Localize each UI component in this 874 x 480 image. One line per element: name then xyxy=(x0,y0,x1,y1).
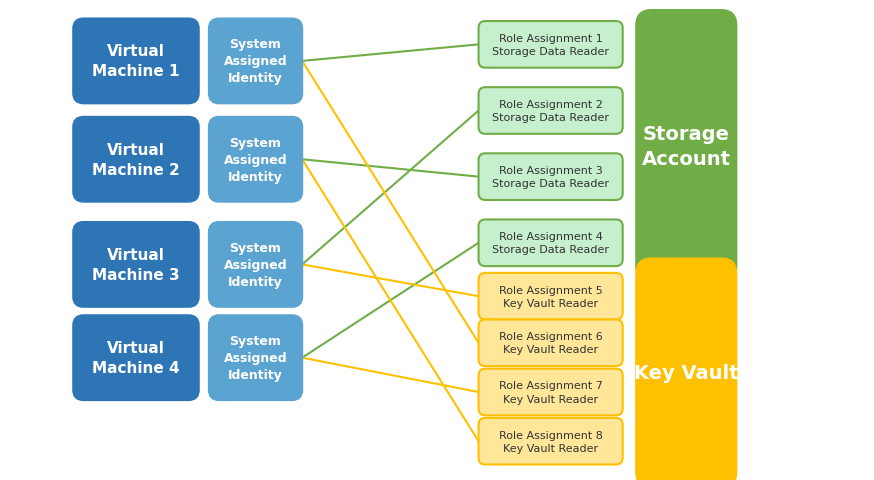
FancyBboxPatch shape xyxy=(209,20,302,104)
Text: Role Assignment 7
Key Vault Reader: Role Assignment 7 Key Vault Reader xyxy=(499,381,602,404)
Text: Storage
Account: Storage Account xyxy=(642,124,731,168)
Text: System
Assigned
Identity: System Assigned Identity xyxy=(224,136,288,183)
Text: Virtual
Machine 2: Virtual Machine 2 xyxy=(92,143,180,177)
Text: Virtual
Machine 3: Virtual Machine 3 xyxy=(92,248,180,282)
FancyBboxPatch shape xyxy=(479,369,622,416)
Text: Role Assignment 4
Storage Data Reader: Role Assignment 4 Storage Data Reader xyxy=(492,232,609,255)
FancyBboxPatch shape xyxy=(209,118,302,202)
FancyBboxPatch shape xyxy=(73,223,198,307)
FancyBboxPatch shape xyxy=(479,320,622,366)
FancyBboxPatch shape xyxy=(209,316,302,400)
Text: Role Assignment 2
Storage Data Reader: Role Assignment 2 Storage Data Reader xyxy=(492,100,609,123)
FancyBboxPatch shape xyxy=(209,223,302,307)
Text: Virtual
Machine 4: Virtual Machine 4 xyxy=(92,341,180,375)
Text: System
Assigned
Identity: System Assigned Identity xyxy=(224,241,288,288)
FancyBboxPatch shape xyxy=(636,11,736,282)
FancyBboxPatch shape xyxy=(479,418,622,465)
FancyBboxPatch shape xyxy=(73,118,198,202)
Text: Key Vault: Key Vault xyxy=(634,364,739,383)
Text: Role Assignment 1
Storage Data Reader: Role Assignment 1 Storage Data Reader xyxy=(492,34,609,57)
Text: System
Assigned
Identity: System Assigned Identity xyxy=(224,38,288,85)
Text: Role Assignment 6
Key Vault Reader: Role Assignment 6 Key Vault Reader xyxy=(499,332,602,355)
FancyBboxPatch shape xyxy=(73,316,198,400)
FancyBboxPatch shape xyxy=(636,259,736,480)
Text: Virtual
Machine 1: Virtual Machine 1 xyxy=(93,45,180,79)
FancyBboxPatch shape xyxy=(479,220,622,266)
Text: Role Assignment 5
Key Vault Reader: Role Assignment 5 Key Vault Reader xyxy=(499,285,602,308)
FancyBboxPatch shape xyxy=(479,154,622,201)
Text: Role Assignment 3
Storage Data Reader: Role Assignment 3 Storage Data Reader xyxy=(492,166,609,189)
FancyBboxPatch shape xyxy=(479,88,622,134)
Text: System
Assigned
Identity: System Assigned Identity xyxy=(224,335,288,382)
FancyBboxPatch shape xyxy=(73,20,198,104)
FancyBboxPatch shape xyxy=(479,22,622,69)
FancyBboxPatch shape xyxy=(479,273,622,320)
Text: Role Assignment 8
Key Vault Reader: Role Assignment 8 Key Vault Reader xyxy=(499,430,602,453)
